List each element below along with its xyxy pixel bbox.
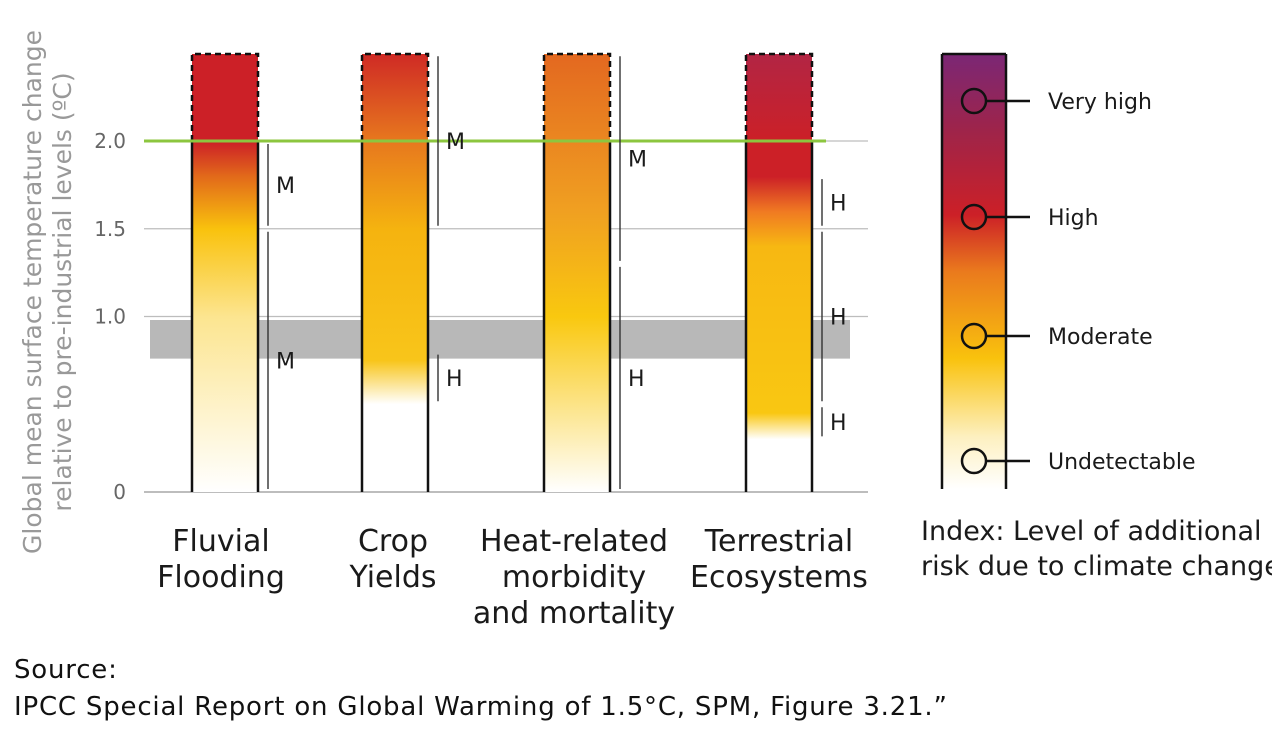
confidence-label: H [446,367,463,392]
y-tick-label: 0 [113,480,126,504]
legend-level-label: Very high [1048,90,1152,115]
bar-dashed-outline [744,52,814,141]
bar-dashed-outline [360,52,430,141]
ember-bar [192,54,258,492]
ember-bar [362,54,428,405]
confidence-label: M [628,148,647,173]
category-label: Yields [348,560,436,595]
confidence-label: H [830,306,847,331]
confidence-label: M [276,349,295,374]
category-label: and mortality [473,596,675,631]
ember-bar [746,54,812,440]
risk-legend: Undetectable Moderate High Very high Index: … [921,52,1272,582]
y-axis-title-line: Global mean surface temperature change [18,30,47,554]
bar-dashed-outline [542,52,612,141]
category-label: Flooding [157,560,285,595]
y-tick-label: 2.0 [94,129,126,153]
ember-bars [190,52,814,492]
source-citation: IPCC Special Report on Global Warming of… [14,692,948,722]
category-label: Heat-related [480,524,668,559]
legend-level-label: Undetectable [1048,450,1196,475]
category-label: morbidity [502,560,646,595]
legend-color-scale [942,54,1006,489]
shaded-band-layer [150,320,850,359]
confidence-brackets: M M H M H M H H H [267,56,847,489]
category-label: Ecosystems [690,560,868,595]
category-label: Terrestrial [704,524,853,559]
y-axis-title: Global mean surface temperature change re… [18,30,77,554]
y-axis-title-line: relative to pre-industrial levels (ºC) [48,72,77,511]
confidence-label: H [628,367,645,392]
shaded-band [150,320,850,359]
y-tick-labels: 0 1.0 1.5 2.0 [94,129,126,504]
legend-title-line: risk due to climate change [921,551,1272,582]
confidence-label: H [830,411,847,436]
legend-level-label: Moderate [1048,325,1153,350]
ember-bar [544,54,610,492]
confidence-label: M [276,174,295,199]
legend-level-label: High [1048,206,1099,231]
category-label: Fluvial [172,524,269,559]
y-tick-label: 1.5 [94,217,126,241]
confidence-label: M [446,130,465,155]
confidence-label: H [830,191,847,216]
source-label: Source: [14,655,118,685]
bar-dashed-outline [190,52,260,141]
legend-title-line: Index: Level of additional [921,516,1262,547]
category-label: Crop [358,524,428,559]
y-tick-label: 1.0 [94,305,126,329]
